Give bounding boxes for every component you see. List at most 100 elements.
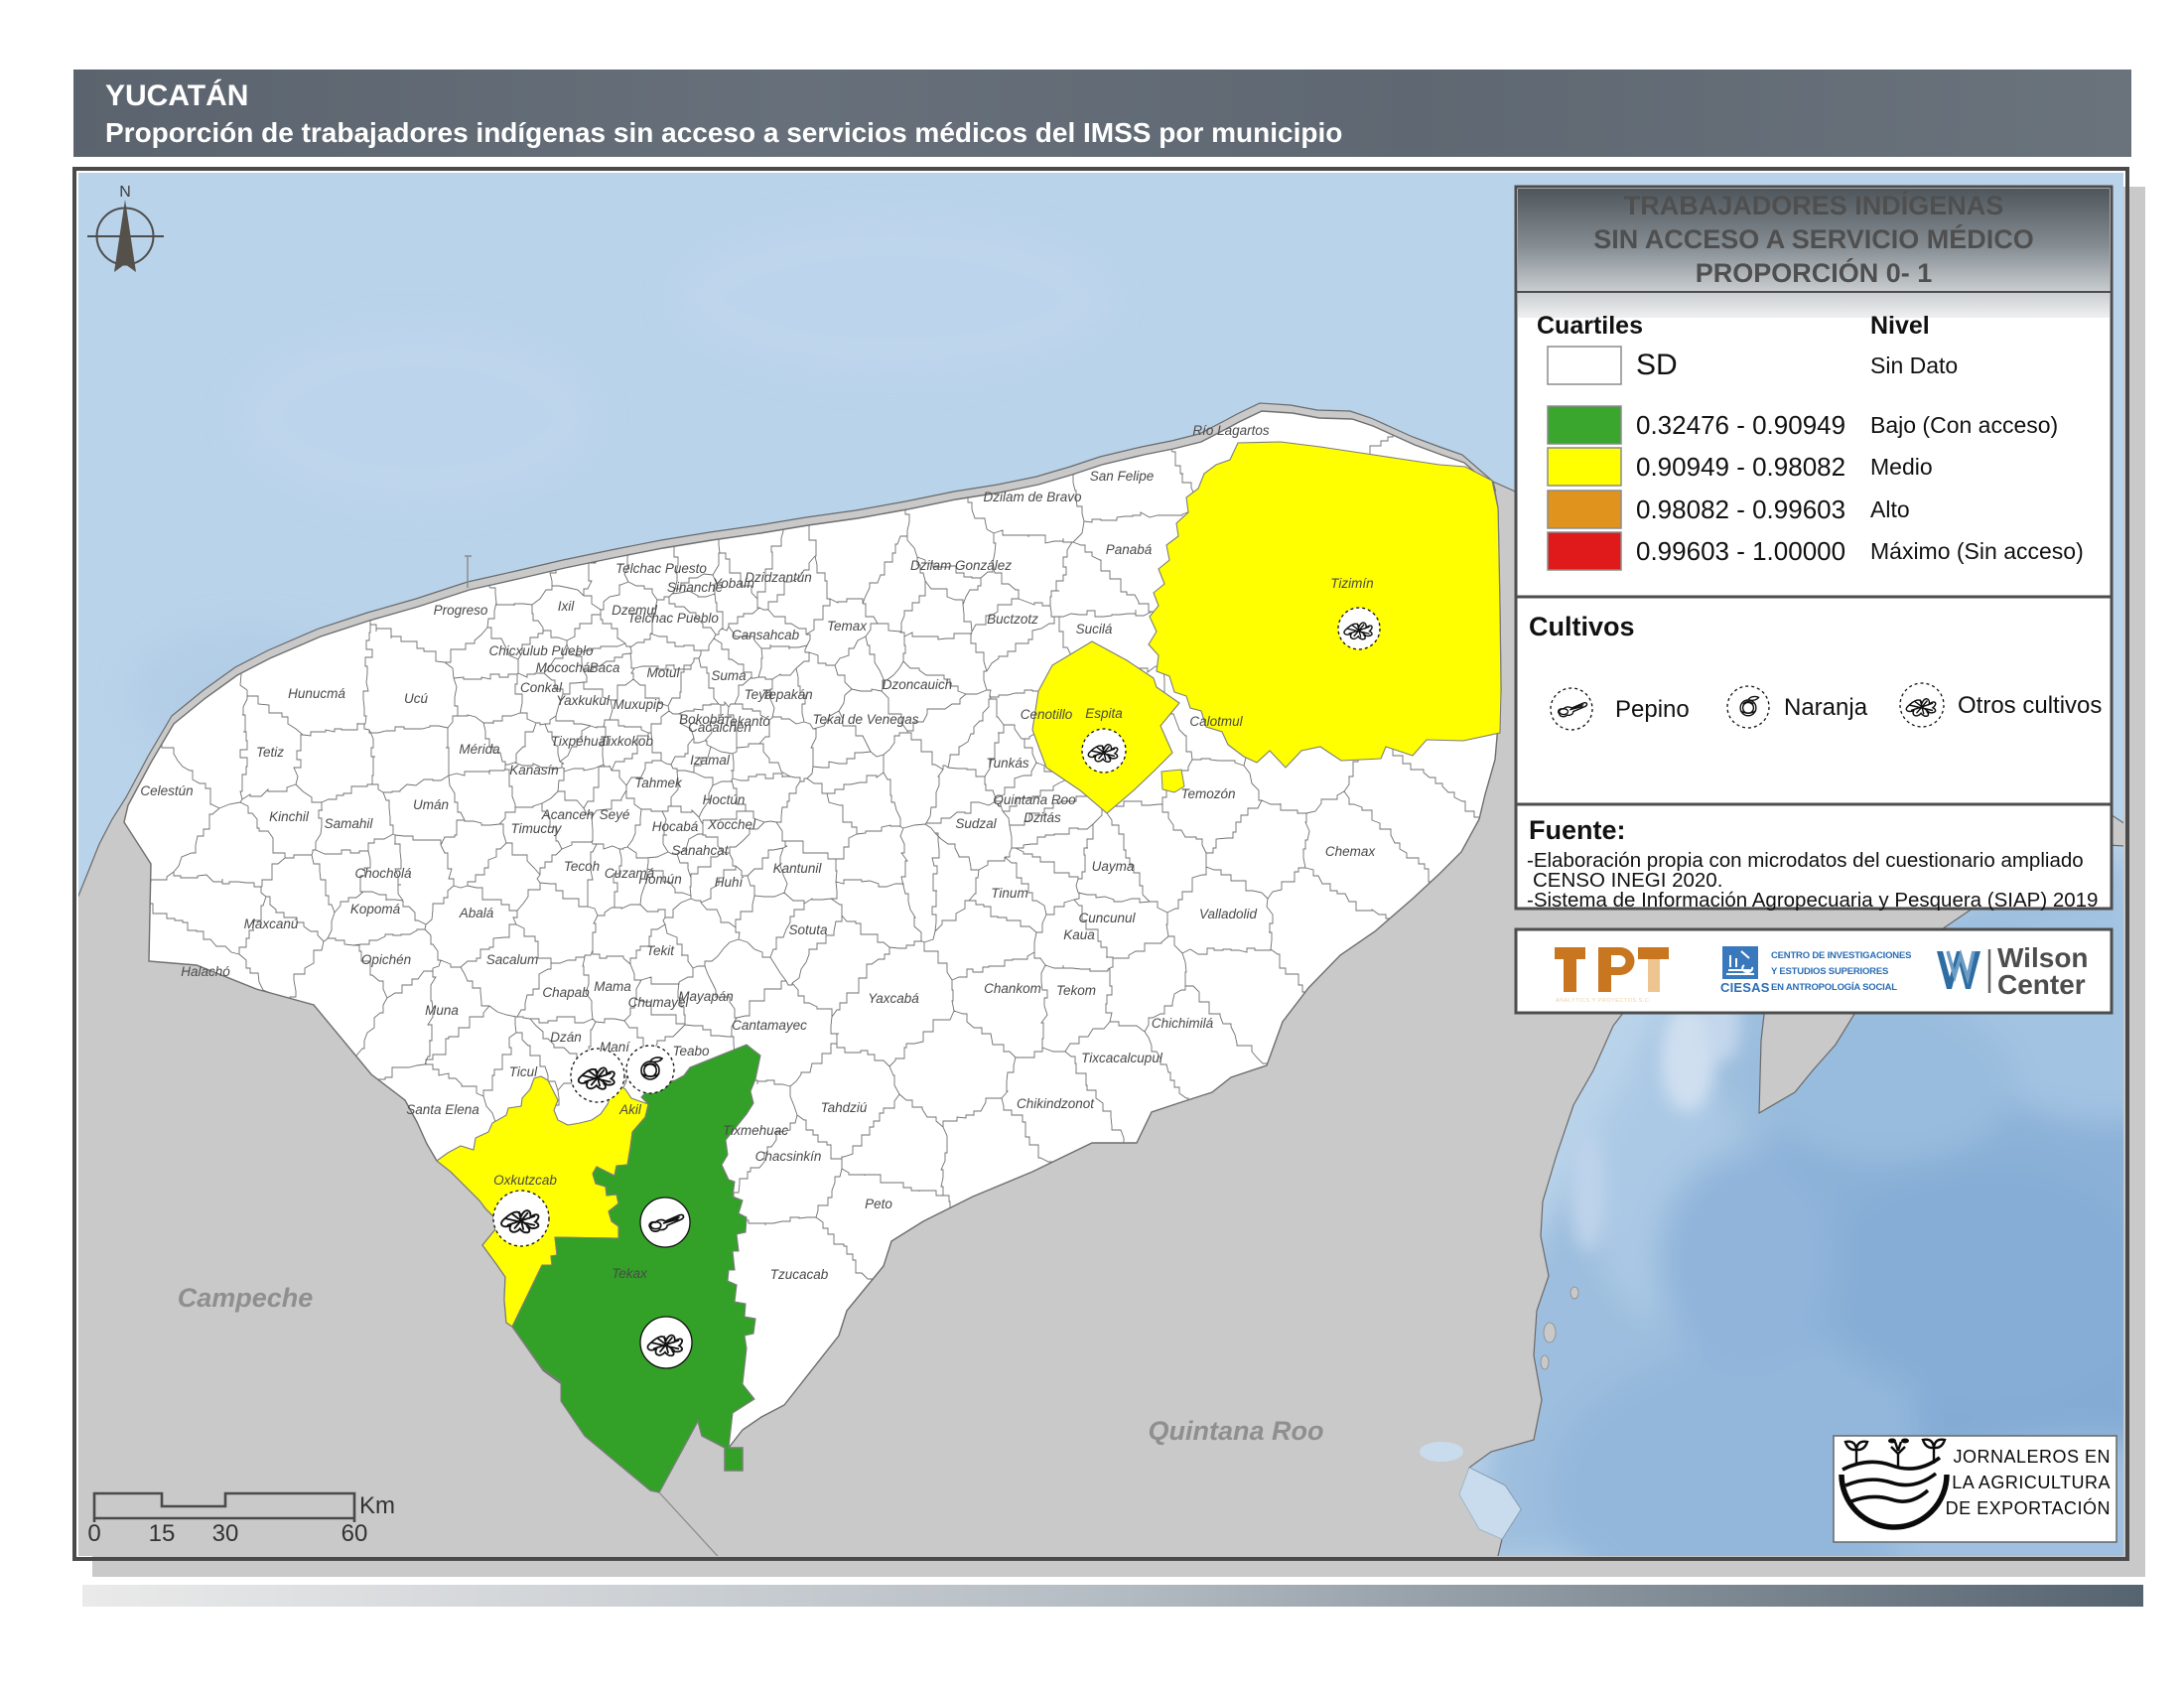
svg-text:Chemax: Chemax [1325,844,1377,859]
svg-text:Tixpéhual: Tixpéhual [551,734,610,749]
svg-text:Fuente:: Fuente: [1529,815,1626,845]
svg-text:Acanceh: Acanceh [541,807,595,822]
svg-text:30: 30 [212,1520,239,1547]
svg-text:Dzidzantún: Dzidzantún [745,570,812,585]
svg-text:Tekax: Tekax [612,1266,648,1281]
svg-text:ANALYTICS Y PROYECTOS S.C.: ANALYTICS Y PROYECTOS S.C. [1556,998,1651,1004]
svg-text:0.90949 - 0.98082: 0.90949 - 0.98082 [1636,452,1845,482]
svg-text:CENTRO DE INVESTIGACIONES: CENTRO DE INVESTIGACIONES [1771,950,1911,961]
svg-text:Cuartiles: Cuartiles [1537,312,1643,340]
svg-text:Tepakán: Tepakán [761,687,812,702]
svg-text:Oxkutzcab: Oxkutzcab [493,1173,557,1188]
svg-text:Chacsinkín: Chacsinkín [755,1149,822,1164]
svg-text:Kinchil: Kinchil [269,809,310,824]
svg-text:YUCATÁN: YUCATÁN [105,78,248,112]
svg-text:Baca: Baca [590,660,620,675]
svg-text:Bokobá: Bokobá [679,712,725,727]
svg-text:Tinum: Tinum [991,886,1027,901]
svg-text:Maxcanú: Maxcanú [244,917,299,931]
svg-text:Hunucmá: Hunucmá [288,686,345,701]
svg-text:Pepino: Pepino [1615,696,1690,723]
svg-text:Celestún: Celestún [140,783,193,798]
svg-text:EN ANTROPOLOGÍA SOCIAL: EN ANTROPOLOGÍA SOCIAL [1771,982,1897,993]
svg-text:Samahil: Samahil [325,816,374,831]
svg-text:Suma: Suma [711,668,747,683]
svg-text:Bajo (Con acceso): Bajo (Con acceso) [1870,412,2058,438]
svg-text:Mérida: Mérida [459,742,500,757]
svg-text:Teabo: Teabo [672,1044,710,1058]
svg-text:Dzitás: Dzitás [1024,810,1061,825]
svg-text:Dzilam González: Dzilam González [910,558,1012,573]
svg-text:Sotuta: Sotuta [788,922,828,937]
svg-text:Telchac Puesto: Telchac Puesto [615,561,707,576]
svg-text:Cultivos: Cultivos [1529,612,1635,641]
svg-text:Homún: Homún [638,872,682,887]
svg-text:Yaxcabá: Yaxcabá [868,991,919,1006]
svg-text:SD: SD [1636,349,1678,381]
svg-text:Abalá: Abalá [459,906,494,920]
svg-text:Tetiz: Tetiz [256,745,284,760]
svg-text:Tecoh: Tecoh [564,859,600,874]
svg-text:TRABAJADORES INDÍGENAS: TRABAJADORES INDÍGENAS [1624,190,2004,220]
svg-text:Maní: Maní [600,1040,630,1055]
svg-text:Mayapán: Mayapán [678,989,734,1004]
svg-text:Espita: Espita [1085,706,1123,721]
svg-text:Temozón: Temozón [1180,786,1235,801]
svg-text:Calotmul: Calotmul [1189,714,1243,729]
svg-text:Progreso: Progreso [434,603,488,618]
svg-text:Quintana Roo: Quintana Roo [993,792,1076,807]
svg-text:Máximo (Sin acceso): Máximo (Sin acceso) [1870,538,2084,564]
svg-text:Dzoncauich: Dzoncauich [883,677,953,692]
svg-text:Tekom: Tekom [1056,983,1096,998]
svg-text:Otros cultivos: Otros cultivos [1958,692,2102,719]
svg-text:Tzucacab: Tzucacab [770,1267,829,1282]
svg-text:Medio: Medio [1870,454,1933,480]
svg-text:Center: Center [1997,969,2086,1000]
svg-text:Seyé: Seyé [600,807,630,822]
svg-text:Ticul: Ticul [509,1064,538,1079]
svg-text:Mocochá: Mocochá [536,660,591,675]
svg-text:Nivel: Nivel [1870,312,1930,340]
svg-text:Panabá: Panabá [1106,542,1153,557]
svg-text:Sinanché: Sinanché [667,580,723,595]
svg-text:CENSO INEGI 2020.: CENSO INEGI 2020. [1533,869,1722,892]
svg-text:Cacalchén: Cacalchén [688,720,751,735]
svg-text:Kaua: Kaua [1063,927,1095,942]
svg-text:CIESAS: CIESAS [1720,980,1770,995]
svg-text:Sucilá: Sucilá [1076,622,1113,636]
svg-text:Tixcacalcupul: Tixcacalcupul [1081,1051,1163,1065]
svg-text:Tekantó: Tekantó [723,714,770,729]
svg-text:Chumayel: Chumayel [628,995,690,1010]
svg-text:0.98082 - 0.99603: 0.98082 - 0.99603 [1636,494,1845,524]
svg-text:Dzilam de Bravo: Dzilam de Bravo [983,490,1082,504]
svg-text:0.32476 - 0.90949: 0.32476 - 0.90949 [1636,410,1845,440]
svg-text:Tunkás: Tunkás [986,756,1029,771]
svg-text:Uayma: Uayma [1092,859,1135,874]
svg-text:Halachó: Halachó [181,964,230,979]
svg-text:Sin Dato: Sin Dato [1870,353,1958,378]
svg-text:Umán: Umán [413,797,449,812]
svg-text:Muxupip: Muxupip [613,697,664,712]
svg-text:Huhí: Huhí [715,875,745,890]
svg-text:Chikindzonot: Chikindzonot [1017,1096,1095,1111]
svg-text:LA AGRICULTURA: LA AGRICULTURA [1952,1473,2111,1492]
svg-text:Sacalum: Sacalum [486,952,539,967]
svg-text:San Felipe: San Felipe [1090,469,1155,484]
svg-text:Dzán: Dzán [550,1030,582,1045]
svg-text:Mama: Mama [594,979,631,994]
svg-text:Wilson: Wilson [1997,942,2089,973]
svg-text:Tahdziú: Tahdziú [821,1100,868,1115]
svg-text:Kantunil: Kantunil [773,861,823,876]
svg-text:Santa Elena: Santa Elena [406,1102,479,1117]
svg-text:Chapab: Chapab [542,985,590,1000]
svg-text:Kanasín: Kanasín [509,763,559,777]
svg-text:Hoctún: Hoctún [703,792,746,807]
svg-text:Motul: Motul [646,665,680,680]
svg-text:0.99603 - 1.00000: 0.99603 - 1.00000 [1636,536,1845,566]
svg-text:60: 60 [341,1520,368,1547]
svg-text:Opichén: Opichén [361,952,411,967]
svg-text:Sanahcat: Sanahcat [671,843,729,858]
svg-text:Teya: Teya [745,687,773,702]
svg-text:N: N [119,184,131,201]
svg-text:DE EXPORTACIÓN: DE EXPORTACIÓN [1946,1497,2111,1518]
